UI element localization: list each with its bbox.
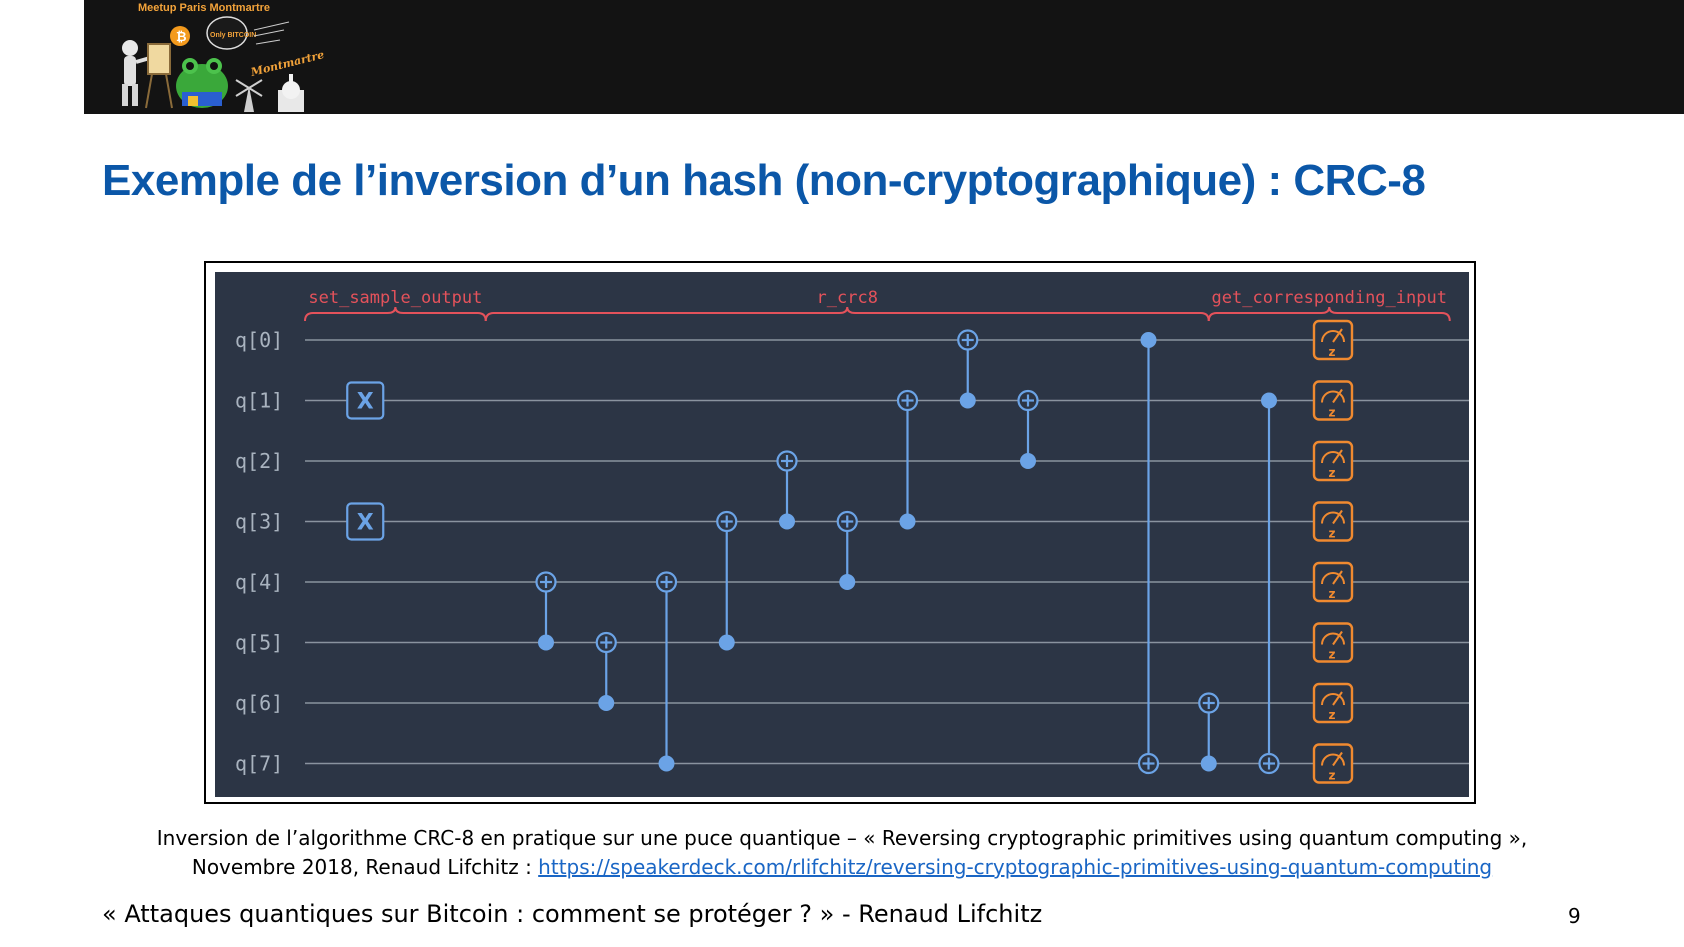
measure-arc: [1321, 511, 1345, 524]
measure-arc: [1321, 330, 1345, 343]
cnot-control: [1020, 453, 1036, 469]
footer-text: « Attaques quantiques sur Bitcoin : comm…: [102, 900, 1043, 928]
quantum-circuit: q[0] q[1] q[2] q[3] q[4] q[5] q[6] q[7] set_samp…: [215, 272, 1469, 797]
measure-needle: [1332, 328, 1343, 343]
qubit-label: q[4]: [235, 570, 283, 594]
measure-needle: [1332, 751, 1343, 767]
measure-label: z: [1329, 769, 1336, 783]
cnot-control: [658, 755, 675, 772]
measure-label: z: [1329, 708, 1336, 722]
slide-title: Exemple de l’inversion d’un hash (non-cr…: [102, 156, 1426, 205]
x-gate-label: X: [357, 511, 374, 536]
cnot-control: [598, 695, 615, 711]
measure-arc: [1321, 390, 1345, 403]
measure-arc: [1321, 451, 1345, 464]
section-label: get_corresponding_input: [1212, 288, 1447, 308]
caption-text: Inversion de l’algorithme CRC-8 en prati…: [156, 826, 1528, 879]
qubit-label: q[2]: [235, 449, 283, 473]
measure-needle: [1332, 630, 1343, 646]
measure-needle: [1332, 691, 1343, 706]
page-number: 9: [1568, 904, 1581, 928]
section-brace: [1207, 306, 1451, 322]
qubit-label: q[3]: [235, 510, 283, 534]
qubit-label: q[5]: [235, 631, 283, 655]
measure-needle: [1332, 570, 1343, 585]
measure-arc: [1321, 572, 1345, 585]
measure-needle: [1332, 449, 1343, 464]
cnot-control: [899, 513, 916, 530]
qubit-label: q[7]: [235, 752, 283, 776]
x-gate: [346, 502, 385, 541]
measure-label: z: [1329, 466, 1336, 480]
qubit-label: q[0]: [235, 328, 283, 352]
section-label: r_crc8: [817, 288, 878, 308]
meetup-logo: Meetup Paris Montmartre ₿ Only BITCOIN M…: [122, 2, 324, 112]
caption-link[interactable]: https://speakerdeck.com/rlifchitz/revers…: [538, 855, 1493, 879]
x-gate: [346, 381, 385, 420]
figure-caption: Inversion de l’algorithme CRC-8 en prati…: [110, 824, 1574, 882]
circuit-figure: q[0] q[1] q[2] q[3] q[4] q[5] q[6] q[7] set_samp…: [204, 261, 1476, 804]
circuit-background: [215, 272, 1469, 797]
cnot-control: [779, 513, 795, 530]
measure-label: z: [1329, 345, 1336, 359]
measure-needle: [1332, 509, 1343, 525]
x-gate-label: X: [357, 390, 374, 415]
cnot-control: [1200, 755, 1217, 772]
cnot-control: [839, 574, 856, 590]
header-banner: Meetup Paris Montmartre ₿ Only BITCOIN M…: [84, 0, 1684, 114]
cnot-control: [718, 634, 735, 651]
measure-gate: [1312, 440, 1354, 482]
measure-gate: [1312, 622, 1354, 663]
measure-gate: [1312, 501, 1354, 542]
qubit-label: q[6]: [235, 691, 283, 715]
measure-arc: [1321, 632, 1345, 645]
section-brace: [484, 306, 1210, 322]
measure-label: z: [1329, 648, 1336, 662]
section-brace: [304, 306, 487, 322]
measure-arc: [1321, 693, 1345, 706]
cnot-control: [959, 392, 976, 409]
measure-needle: [1332, 388, 1343, 404]
measure-gate: [1312, 561, 1354, 603]
measure-gate: [1312, 682, 1354, 724]
measure-label: z: [1329, 587, 1336, 601]
measure-gate: [1312, 743, 1354, 784]
svg-text:Montmartre!: Montmartre!: [249, 47, 324, 79]
measure-gate: [1312, 380, 1354, 421]
logo-badge: Only BITCOIN: [210, 32, 256, 39]
cnot-control: [538, 634, 554, 651]
svg-text:₿: ₿: [176, 30, 187, 45]
measure-label: z: [1329, 527, 1336, 541]
measure-arc: [1321, 753, 1345, 766]
measure-gate: [1312, 319, 1354, 361]
logo-title: Meetup Paris Montmartre: [138, 2, 270, 14]
measure-label: z: [1329, 406, 1336, 420]
cnot-control: [1261, 392, 1277, 409]
qubit-label: q[1]: [235, 389, 283, 413]
cnot-control: [1140, 332, 1157, 348]
section-label: set_sample_output: [308, 288, 482, 308]
